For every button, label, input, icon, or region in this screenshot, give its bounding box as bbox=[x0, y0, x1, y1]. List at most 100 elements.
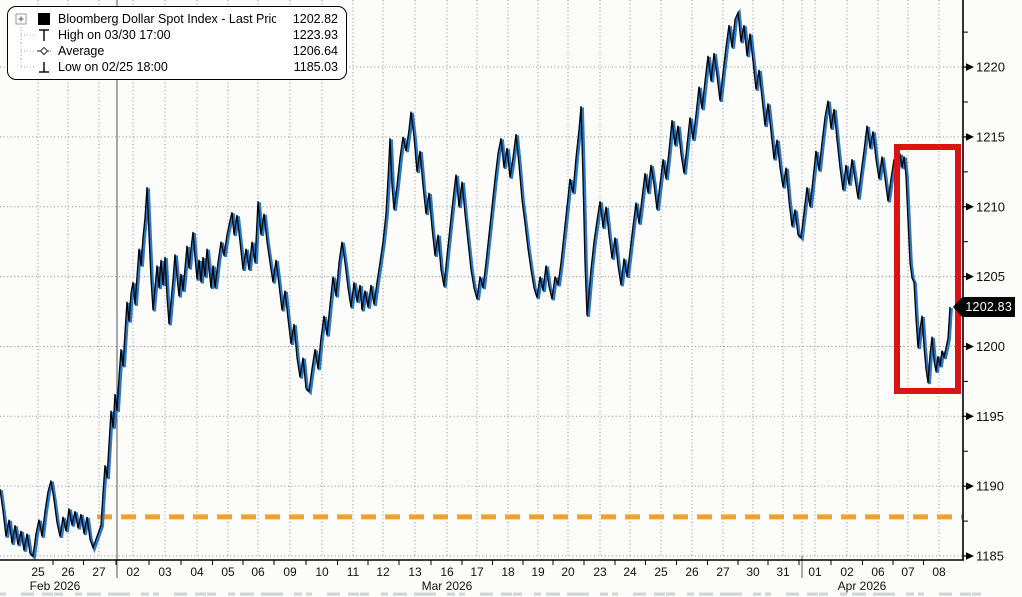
bottom-artifact bbox=[852, 592, 866, 596]
bottom-artifact bbox=[0, 592, 6, 596]
x-axis-month-label: Apr 2026 bbox=[838, 579, 887, 593]
low-label: Low on 02/25 18:00 bbox=[58, 60, 168, 74]
tree-expand-icon[interactable] bbox=[14, 11, 36, 27]
x-axis-day-label: 24 bbox=[623, 565, 637, 579]
y-axis-label: 1200 bbox=[976, 339, 1005, 354]
bottom-artifact bbox=[174, 592, 187, 596]
bottom-artifact bbox=[360, 592, 369, 596]
bottom-artifact bbox=[87, 592, 101, 596]
price-line-black bbox=[0, 10, 951, 558]
bottom-artifact bbox=[240, 592, 254, 596]
bottom-artifact bbox=[687, 592, 694, 596]
legend-row-average: Average 1206.64 bbox=[14, 43, 338, 59]
x-axis-day-label: 06 bbox=[251, 565, 265, 579]
bottom-artifact bbox=[393, 592, 407, 596]
bottom-artifact bbox=[579, 592, 589, 596]
bottom-artifact bbox=[414, 592, 426, 596]
bottom-artifact bbox=[294, 592, 302, 596]
y-tick-arrow-icon bbox=[966, 202, 974, 211]
series-swatch-icon bbox=[36, 11, 58, 27]
x-axis-day-label: 20 bbox=[561, 565, 575, 579]
x-axis-day-label: 19 bbox=[531, 565, 545, 579]
bottom-artifact bbox=[906, 592, 914, 596]
legend-box[interactable]: Bloomberg Dollar Spot Index - Last Price… bbox=[7, 6, 347, 80]
x-axis-day-label: 02 bbox=[840, 565, 854, 579]
average-marker-icon bbox=[36, 43, 58, 59]
x-axis-day-label: 25 bbox=[654, 565, 668, 579]
y-tick-arrow-icon bbox=[966, 272, 974, 281]
x-axis-day-label: 02 bbox=[126, 565, 140, 579]
bottom-artifact bbox=[42, 592, 53, 596]
y-tick-arrow-icon bbox=[966, 342, 974, 351]
bottom-artifact bbox=[381, 592, 388, 596]
last-price-value: 1202.83 bbox=[965, 300, 1012, 314]
y-axis-label: 1220 bbox=[976, 60, 1005, 75]
bottom-artifact bbox=[228, 592, 235, 596]
bottom-artifact bbox=[600, 592, 608, 596]
x-axis-day-label: 05 bbox=[221, 565, 235, 579]
bottom-artifact bbox=[918, 592, 924, 596]
bottom-artifact bbox=[753, 592, 761, 596]
bottom-artifact bbox=[426, 592, 436, 596]
bottom-artifact bbox=[348, 592, 359, 596]
series-value: 1202.82 bbox=[292, 12, 338, 26]
bottom-artifact bbox=[327, 592, 340, 596]
x-axis-day-label: 27 bbox=[716, 565, 730, 579]
y-axis-label: 1195 bbox=[976, 409, 1004, 424]
legend-row-series[interactable]: Bloomberg Dollar Spot Index - Last Price… bbox=[14, 11, 338, 27]
bottom-artifact bbox=[960, 592, 971, 596]
x-axis-day-label: 03 bbox=[158, 565, 172, 579]
tree-branch-end-icon bbox=[14, 59, 36, 75]
y-tick-arrow-icon bbox=[966, 552, 974, 560]
tree-branch-icon bbox=[14, 27, 36, 43]
x-axis-day-label: 26 bbox=[61, 565, 75, 579]
x-axis-day-label: 31 bbox=[776, 565, 790, 579]
x-axis-day-label: 25 bbox=[31, 565, 45, 579]
bottom-artifact bbox=[765, 592, 771, 596]
y-axis-label: 1205 bbox=[976, 269, 1005, 284]
bottom-artifact bbox=[153, 592, 159, 596]
x-axis-day-label: 27 bbox=[92, 565, 106, 579]
y-axis-label: 1215 bbox=[976, 129, 1005, 144]
bottom-artifact bbox=[195, 592, 206, 596]
y-axis-label: 1210 bbox=[976, 199, 1005, 214]
x-axis-day-label: 30 bbox=[746, 565, 760, 579]
legend-row-low: Low on 02/25 18:00 1185.03 bbox=[14, 59, 338, 75]
y-tick-arrow-icon bbox=[966, 412, 974, 421]
bottom-artifact bbox=[873, 592, 885, 596]
bottom-artifact bbox=[840, 592, 847, 596]
series-label: Bloomberg Dollar Spot Index - Last Price bbox=[58, 12, 276, 26]
bottom-artifact bbox=[75, 592, 82, 596]
y-axis-label: 1185 bbox=[976, 549, 1004, 564]
bottom-artifact bbox=[972, 592, 981, 596]
x-axis-day-label: 18 bbox=[501, 565, 515, 579]
tree-branch-icon bbox=[14, 43, 36, 59]
bottom-artifact bbox=[306, 592, 312, 596]
high-marker-icon bbox=[36, 27, 58, 43]
bottom-artifact bbox=[513, 592, 522, 596]
y-axis-label: 1190 bbox=[976, 479, 1004, 494]
bottom-artifact bbox=[654, 592, 665, 596]
bottom-artifact bbox=[501, 592, 512, 596]
x-axis-day-label: 23 bbox=[593, 565, 607, 579]
bottom-artifact bbox=[534, 592, 541, 596]
highlight-box bbox=[894, 144, 961, 394]
y-tick-arrow-icon bbox=[966, 482, 974, 490]
bottom-artifact bbox=[459, 592, 465, 596]
x-axis-day-label: 01 bbox=[808, 565, 822, 579]
bottom-artifact bbox=[666, 592, 675, 596]
y-tick-arrow-icon bbox=[966, 63, 974, 71]
bottom-artifact bbox=[447, 592, 455, 596]
x-axis-day-label: 10 bbox=[315, 565, 329, 579]
x-axis-day-label: 08 bbox=[932, 565, 946, 579]
bottom-artifact bbox=[546, 592, 560, 596]
x-axis-day-label: 16 bbox=[440, 565, 454, 579]
x-axis-day-label: 04 bbox=[190, 565, 204, 579]
high-value: 1223.93 bbox=[292, 28, 338, 42]
low-marker-icon bbox=[36, 59, 58, 75]
bottom-artifact bbox=[261, 592, 273, 596]
bottom-artifact bbox=[612, 592, 618, 596]
bottom-artifact bbox=[54, 592, 63, 596]
